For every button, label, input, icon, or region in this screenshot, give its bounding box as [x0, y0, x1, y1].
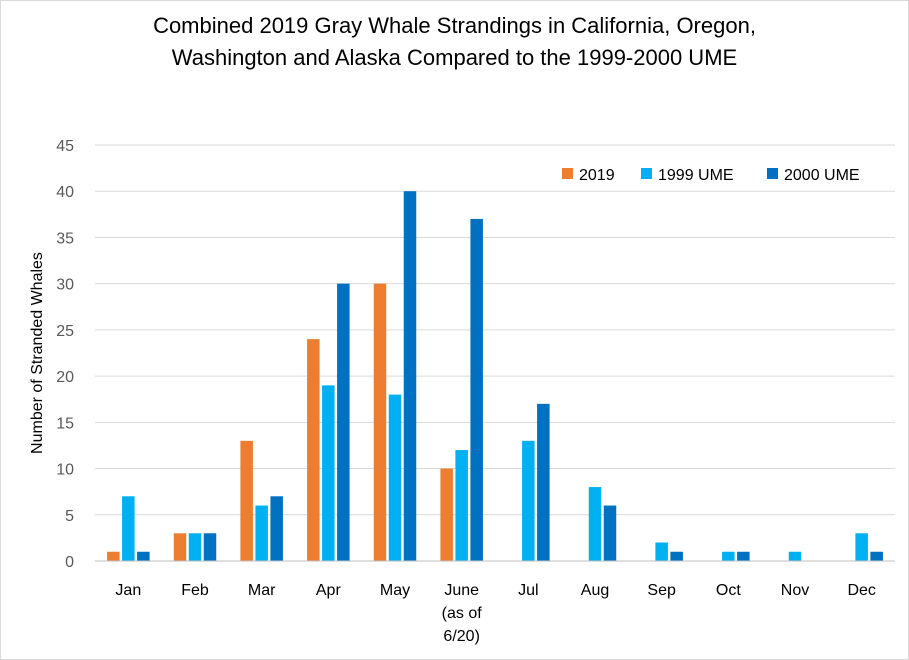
bar-1999-ume-0 — [122, 496, 135, 561]
x-tick-label: Nov — [781, 582, 809, 599]
bar-1999-ume-1 — [188, 533, 202, 561]
x-tick-label: Jul — [518, 582, 538, 599]
bar-1999-ume-7 — [588, 487, 602, 561]
bar-1999-ume-3 — [322, 385, 335, 561]
legend-label: 2019 — [579, 167, 615, 184]
x-axis-categories: Jan Feb Mar Apr May June (as of 6/20) Jul Aug Sep O… — [115, 582, 875, 645]
bar-2019-1 — [173, 533, 187, 561]
x-tick-label: Jan — [115, 582, 141, 599]
x-tick-label: Feb — [181, 582, 209, 599]
bar-1999-ume-9 — [722, 551, 735, 561]
y-tick-label: 30 — [56, 277, 74, 294]
chart-title: Combined 2019 Gray Whale Strandings in C… — [0, 10, 909, 74]
bar-1999-ume-8 — [655, 542, 668, 561]
chart-title-line-1: Combined 2019 Gray Whale Strandings in C… — [153, 13, 756, 38]
bar-1999-ume-4 — [388, 394, 402, 561]
gridlines — [95, 144, 895, 516]
bar-2000-ume-1 — [203, 533, 217, 561]
bar-2000-ume-7 — [603, 505, 617, 561]
x-tick-label: Mar — [248, 582, 276, 599]
bar-2019-2 — [240, 440, 253, 561]
legend-label: 2000 UME — [784, 167, 860, 184]
y-tick-label: 45 — [56, 138, 74, 155]
y-tick-label: 35 — [56, 230, 74, 247]
bar-2019-5 — [440, 468, 453, 561]
bar-2000-ume-5 — [470, 218, 483, 561]
y-tick-label: 20 — [56, 369, 74, 386]
x-tick-label: Oct — [716, 582, 741, 599]
x-tick-label: (as of — [442, 605, 483, 622]
bar-2000-ume-8 — [670, 551, 683, 561]
legend-label: 1999 UME — [658, 167, 734, 184]
x-tick-label: Aug — [581, 582, 609, 599]
x-tick-label: Dec — [847, 582, 875, 599]
bars — [107, 191, 883, 561]
bar-2000-ume-6 — [537, 403, 550, 561]
y-tick-label: 0 — [65, 554, 74, 571]
legend-swatch — [641, 168, 652, 179]
bar-2000-ume-0 — [137, 551, 150, 561]
x-tick-label: May — [380, 582, 410, 599]
x-tick-label: June — [444, 582, 479, 599]
x-tick-label: 6/20) — [443, 628, 479, 645]
bar-2000-ume-4 — [403, 191, 417, 561]
bar-2000-ume-3 — [337, 283, 350, 561]
bar-2019-3 — [307, 339, 320, 561]
x-tick-label: Apr — [316, 582, 342, 599]
y-axis-ticks: 0 5 10 15 20 25 30 35 40 45 — [56, 138, 74, 571]
y-tick-label: 40 — [56, 184, 74, 201]
bar-1999-ume-2 — [255, 505, 268, 561]
bar-2000-ume-2 — [270, 496, 283, 561]
bar-1999-ume-11 — [855, 533, 868, 561]
bar-1999-ume-10 — [788, 551, 802, 561]
x-tick-label: Sep — [647, 582, 676, 599]
bar-2019-0 — [107, 551, 120, 561]
bar-2019-4 — [373, 283, 387, 561]
y-tick-label: 10 — [56, 462, 74, 479]
y-tick-label: 25 — [56, 323, 74, 340]
y-tick-label: 5 — [65, 508, 74, 525]
legend-swatch — [767, 168, 778, 179]
bar-1999-ume-5 — [455, 450, 468, 561]
bar-2000-ume-9 — [737, 551, 750, 561]
legend-swatch — [562, 168, 573, 179]
bar-2000-ume-11 — [870, 551, 883, 561]
legend: 2019 1999 UME 2000 UME — [562, 167, 860, 184]
y-axis-label: Number of Stranded Whales — [29, 252, 46, 454]
chart-title-line-2: Washington and Alaska Compared to the 19… — [171, 45, 738, 70]
y-tick-label: 15 — [56, 415, 74, 432]
bar-1999-ume-6 — [522, 440, 535, 561]
